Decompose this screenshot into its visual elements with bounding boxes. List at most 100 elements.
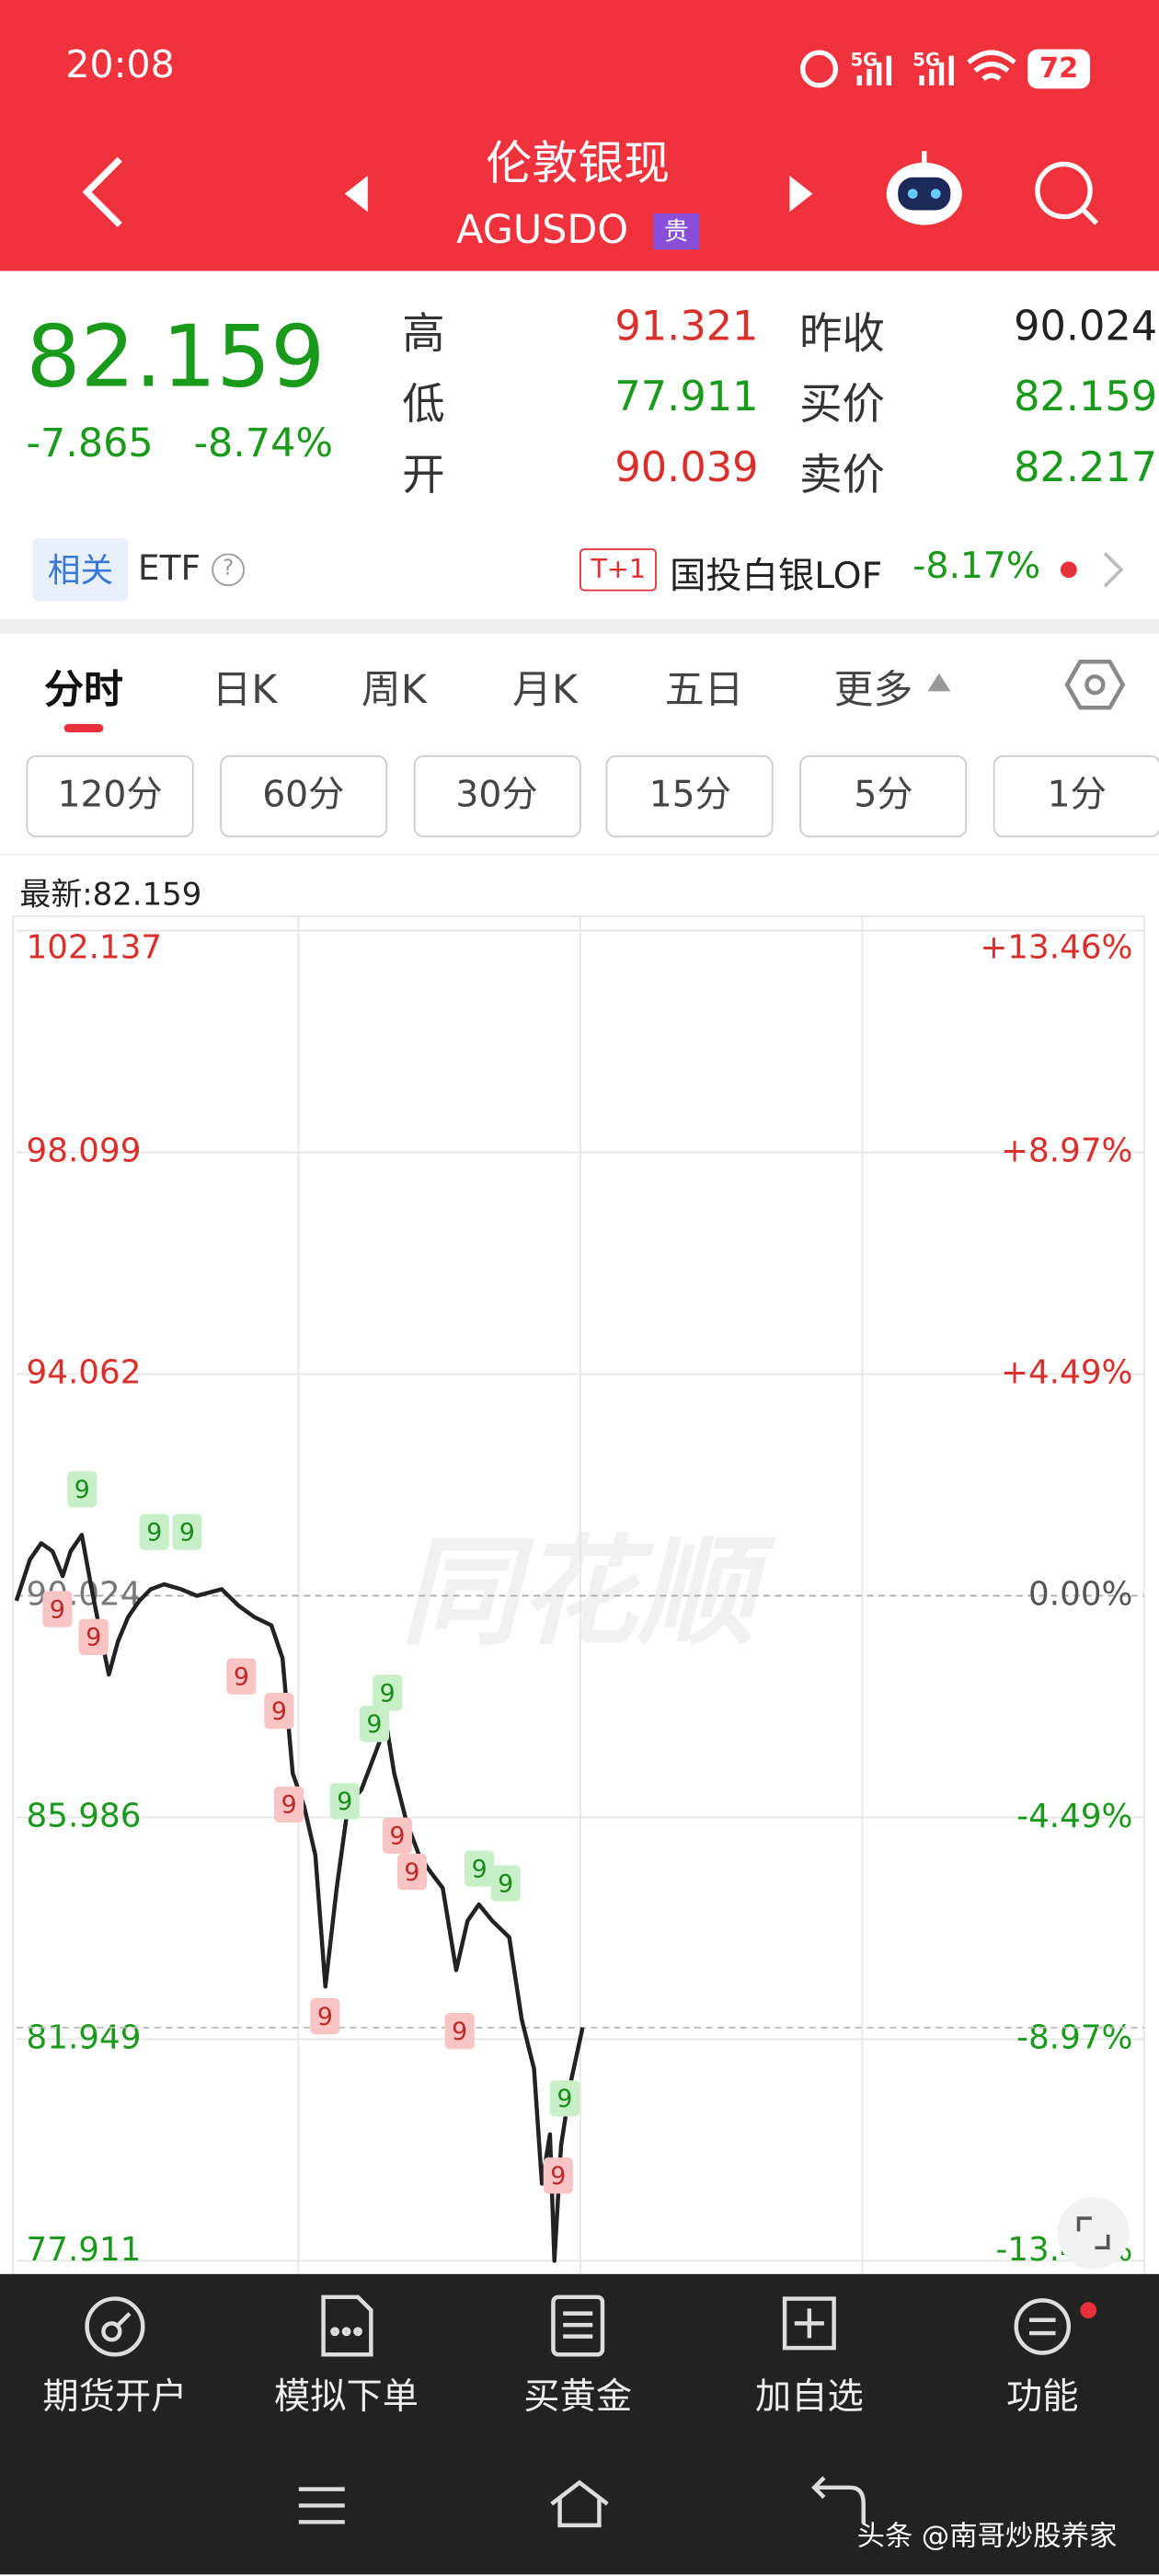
signal-badge: [396, 1853, 428, 1891]
tab[interactable]: 月K: [512, 666, 578, 713]
wifi-icon: [967, 50, 1016, 81]
tab-underline: [63, 724, 104, 732]
signal-label: 9: [271, 1697, 287, 1726]
signal-badge: [329, 1783, 360, 1820]
code: AGUSDO: [456, 206, 629, 253]
header-bar: [0, 0, 1159, 271]
field-value: 91.321: [614, 302, 759, 351]
fund-name[interactable]: 国投白银LOF: [670, 557, 883, 598]
next-button[interactable]: [789, 175, 813, 213]
system-nav: [298, 2476, 866, 2528]
signal-label: 9: [86, 1624, 101, 1652]
signal-badge: [359, 1706, 389, 1742]
etf-extra: [1060, 552, 1124, 588]
signal-badge: [373, 1674, 403, 1711]
signal-icon: [856, 55, 954, 86]
signal-label: 9: [366, 1710, 382, 1739]
tab[interactable]: 周K: [361, 666, 427, 713]
nav-item[interactable]: 模拟下单: [274, 2377, 419, 2419]
settings-button[interactable]: [1063, 653, 1126, 716]
tab[interactable]: 分时: [44, 666, 123, 713]
signal-badge: [139, 1513, 169, 1550]
nav-item[interactable]: 期货开户: [42, 2377, 188, 2419]
signal-label: 9: [452, 2018, 467, 2046]
change: -7.865: [26, 420, 154, 466]
title: 伦敦银现: [486, 136, 671, 191]
signal-label: 9: [389, 1823, 405, 1851]
signal-badge: [78, 1618, 109, 1655]
red-dot: [1060, 561, 1077, 579]
chevron[interactable]: [1103, 552, 1124, 588]
y2-tick-label: 0.00%: [1028, 1576, 1132, 1614]
nav-icon: [551, 2294, 605, 2357]
more-arrow: [927, 673, 951, 692]
signal-badge: [264, 1693, 294, 1730]
interval-button[interactable]: 1分: [993, 754, 1159, 838]
signal-badge: [444, 2013, 475, 2050]
tab[interactable]: 更多: [833, 666, 913, 713]
alarm-icon: [800, 50, 839, 88]
tab[interactable]: 日K: [212, 666, 278, 713]
nav-icon: [1014, 2298, 1072, 2355]
signal-badge: [543, 2157, 573, 2194]
signal-badge: [172, 1513, 202, 1550]
back-button[interactable]: [82, 156, 122, 228]
red-dot: [1080, 2302, 1097, 2318]
signal-label: 9: [317, 2003, 333, 2031]
field-value: 82.159: [1014, 373, 1158, 420]
signal-label: 9: [281, 1791, 297, 1820]
help-icon[interactable]: ?: [212, 553, 245, 587]
signal-label: 9: [472, 1855, 488, 1883]
signal-badge: [465, 1850, 495, 1887]
signal-label: 9: [75, 1476, 90, 1504]
search-button[interactable]: [1035, 161, 1099, 225]
signal-label: 9: [498, 1869, 513, 1898]
status-time: 20:08: [65, 44, 175, 87]
nav-item[interactable]: 功能: [1005, 2377, 1079, 2419]
network: 5G: [912, 49, 941, 71]
y2-tick-label: -8.97%: [1016, 2019, 1132, 2057]
prev-button[interactable]: [344, 175, 368, 213]
y2-tick-label: +13.46%: [980, 929, 1132, 967]
field-value: 90.024: [1014, 302, 1158, 351]
field-value: 77.911: [614, 373, 759, 420]
signal-badge: [310, 1997, 340, 2035]
signal-badge: [274, 1786, 304, 1823]
interval-button[interactable]: 30分: [413, 754, 581, 838]
signal-label: 9: [557, 2085, 572, 2113]
signal-badge: [549, 2080, 580, 2117]
etf-tag: 相关: [32, 538, 129, 602]
signal-label: 9: [404, 1858, 419, 1887]
nav-icon: [85, 2296, 145, 2357]
field-label: 买价: [799, 381, 885, 431]
robot-button[interactable]: [886, 151, 962, 225]
interval-button[interactable]: 5分: [799, 754, 968, 838]
nav-item[interactable]: 买黄金: [523, 2377, 633, 2419]
y2-tick-label: +4.49%: [1001, 1353, 1132, 1391]
y-tick-label: 98.099: [27, 1133, 142, 1170]
signal-label: 9: [50, 1595, 65, 1624]
y-tick-label: 85.986: [27, 1797, 142, 1834]
nav-item[interactable]: 加自选: [754, 2377, 864, 2419]
badge: 贵: [653, 213, 700, 250]
interval-button[interactable]: 120分: [26, 754, 194, 838]
signal-badge: [490, 1865, 521, 1902]
watermark: 同花顺: [400, 1524, 775, 1662]
credit: 头条 @南哥炒股养家: [856, 2520, 1118, 2554]
plot-frame: [12, 914, 1145, 2274]
field-label: 高: [402, 310, 445, 360]
field-label: 卖价: [799, 451, 885, 501]
tab[interactable]: 五日: [664, 666, 744, 713]
fund-change: -8.17%: [912, 546, 1041, 588]
field-label: 开: [402, 451, 445, 501]
t1-tag: T+1: [579, 548, 658, 592]
interval-button[interactable]: 60分: [219, 754, 387, 838]
signal-label: 9: [179, 1518, 195, 1547]
y-tick-label: 77.911: [27, 2231, 142, 2269]
interval-button[interactable]: 15分: [606, 754, 775, 838]
network: 5G: [850, 49, 878, 71]
field-value: 82.217: [1014, 443, 1158, 491]
fullscreen-button[interactable]: [1056, 2195, 1131, 2271]
